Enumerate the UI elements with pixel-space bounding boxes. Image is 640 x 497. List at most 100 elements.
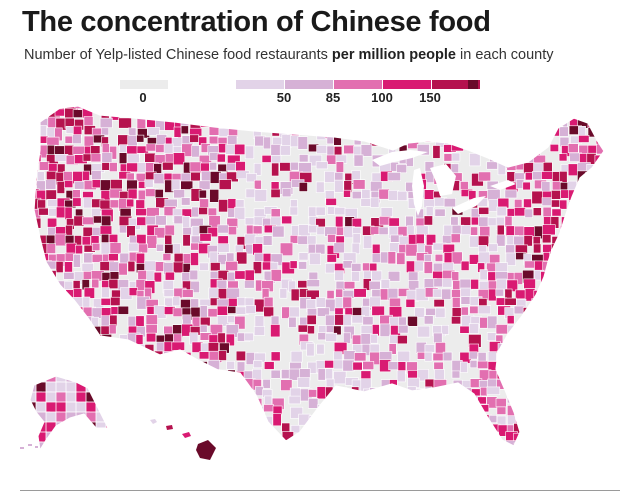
county-cell xyxy=(117,413,128,428)
county-cell xyxy=(308,154,323,167)
county-cell xyxy=(496,406,507,415)
county-cell xyxy=(522,397,535,408)
county-cell xyxy=(506,109,519,120)
county-cell xyxy=(126,370,140,382)
county-cell xyxy=(55,306,65,320)
county-cell xyxy=(360,432,369,442)
county-cell xyxy=(352,440,362,446)
county-cell xyxy=(524,380,533,392)
county-cell xyxy=(270,351,281,362)
county-cell xyxy=(261,415,273,429)
county-cell xyxy=(291,451,301,461)
county-cell xyxy=(514,127,528,142)
county-cell xyxy=(299,118,308,128)
county-cell xyxy=(234,406,245,416)
contiguous-us xyxy=(19,106,626,462)
county-cell xyxy=(352,179,366,190)
county-cell xyxy=(73,441,82,446)
county-cell xyxy=(56,452,71,465)
county-cell xyxy=(452,440,465,446)
aleutian-island xyxy=(28,444,32,446)
county-cell xyxy=(172,296,181,307)
county-cell xyxy=(576,182,590,195)
county-cell xyxy=(514,371,528,384)
county-cell xyxy=(219,450,228,462)
county-cell xyxy=(459,440,472,446)
county-cell xyxy=(333,325,342,336)
county-cell xyxy=(19,191,26,203)
county-cell xyxy=(343,314,352,326)
county-cell xyxy=(155,405,165,419)
county-cell xyxy=(101,451,110,461)
county-cell xyxy=(460,106,470,110)
county-cell xyxy=(34,251,42,266)
county-cell xyxy=(38,161,50,171)
county-cell xyxy=(34,117,36,127)
county-cell xyxy=(253,109,267,118)
county-cell xyxy=(477,422,490,432)
legend-swatch-bin1 xyxy=(236,80,284,89)
county-cell xyxy=(218,179,232,190)
county-cell xyxy=(613,424,625,435)
county-cell xyxy=(469,108,483,122)
county-cell xyxy=(542,306,554,319)
legend-label-50: 50 xyxy=(276,90,292,105)
county-cell xyxy=(75,421,89,437)
county-cell xyxy=(191,433,202,443)
county-cell xyxy=(351,106,363,111)
county-cell xyxy=(343,332,351,344)
county-cell xyxy=(198,189,207,199)
county-cell xyxy=(613,353,625,361)
county-cell xyxy=(532,333,546,347)
county-cell xyxy=(560,244,575,254)
county-cell xyxy=(614,243,626,252)
county-cell xyxy=(443,405,457,418)
county-cell xyxy=(488,288,497,302)
county-cell xyxy=(326,290,335,299)
county-cell xyxy=(451,370,461,379)
county-cell xyxy=(190,380,199,388)
county-cell xyxy=(524,208,533,218)
county-cell xyxy=(549,424,561,438)
county-cell xyxy=(423,415,432,425)
county-cell xyxy=(615,262,626,271)
county-cell xyxy=(315,106,326,111)
county-cell xyxy=(343,281,356,290)
county-cell xyxy=(163,143,174,154)
county-cell xyxy=(333,414,342,428)
county-cell xyxy=(523,425,534,435)
county-cell xyxy=(30,431,40,447)
county-cell xyxy=(128,387,137,399)
county-cell xyxy=(505,440,518,446)
county-cell xyxy=(110,442,122,446)
county-cell xyxy=(108,324,117,335)
county-cell xyxy=(434,109,444,122)
county-cell xyxy=(254,442,267,446)
county-cell xyxy=(20,361,30,373)
county-cell xyxy=(108,378,120,388)
county-cell xyxy=(478,171,491,182)
county-cell xyxy=(558,350,570,362)
county-cell xyxy=(540,431,552,440)
county-cell xyxy=(72,145,86,155)
county-cell xyxy=(198,180,211,190)
county-cell xyxy=(36,307,50,318)
county-cell xyxy=(34,217,42,229)
county-cell xyxy=(615,381,623,388)
county-cell xyxy=(325,198,337,206)
subtitle-emphasis: per million people xyxy=(331,47,456,63)
county-cell xyxy=(613,434,620,442)
county-cell xyxy=(38,278,48,290)
county-cell xyxy=(56,351,68,360)
county-cell xyxy=(190,298,199,308)
county-cell xyxy=(48,280,59,294)
county-cell xyxy=(21,308,30,317)
county-cell xyxy=(423,422,433,433)
county-cell xyxy=(39,342,52,356)
county-cell xyxy=(496,234,506,247)
county-cell xyxy=(64,423,74,433)
county-cell xyxy=(531,369,543,381)
county-cell xyxy=(101,442,113,446)
county-cell xyxy=(237,450,249,462)
county-cell xyxy=(450,127,461,141)
